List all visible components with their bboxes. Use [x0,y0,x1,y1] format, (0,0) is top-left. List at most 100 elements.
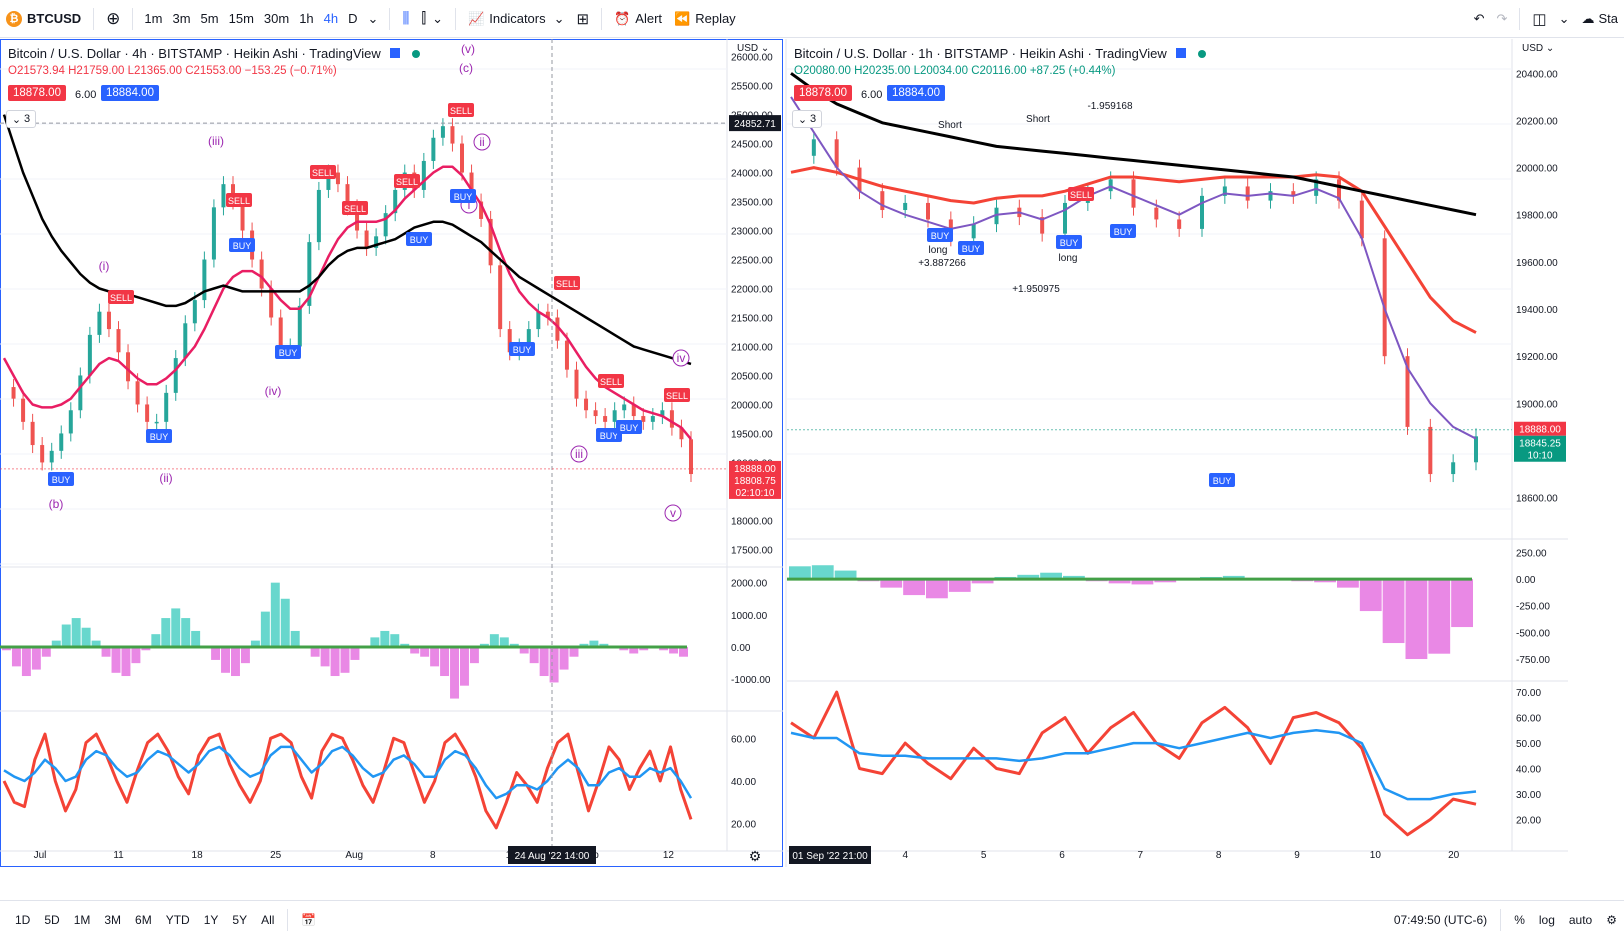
timeframe-15m[interactable]: 15m [228,11,254,26]
range-1Y[interactable]: 1Y [203,912,219,927]
templates-button[interactable]: ⊞ [571,0,596,38]
left-rsi-y-tick: 60.00 [731,734,756,745]
indicators-button[interactable]: 📈 Indicators ⌄ [462,0,570,38]
left-buy-price-button[interactable]: 18884.00 [101,85,159,101]
right-ma-black-line [790,72,1477,217]
right-annotation: Short [1026,114,1050,125]
wave-label: (iv) [265,384,282,398]
timeframe-30m[interactable]: 30m [263,11,290,26]
right-annotation: long [1059,253,1078,264]
right-hist-bar [1359,579,1382,612]
range-YTD[interactable]: YTD [165,912,190,927]
left-candle [498,265,503,330]
right-ma-purple-line [790,96,1477,440]
charts-area[interactable]: (v)(c)(iii)(i)(iv)(ii)(b)iiiiviiivBUYBUY… [0,39,1624,899]
left-market-status-icon [412,50,421,58]
right-x-tick: 4 [903,850,909,861]
left-candle [631,404,636,417]
right-hist-bar [926,579,948,599]
clock-label[interactable]: 07:49:50 (UTC-6) [1393,912,1488,927]
percent-toggle[interactable]: % [1514,912,1525,927]
layout-button[interactable]: ◫ [1526,0,1552,38]
left-hist-bar [569,647,579,657]
left-candle [536,311,541,330]
timeframe-1m[interactable]: 1m [144,11,163,26]
wave-circle [473,133,491,151]
timeframe-1h[interactable]: 1h [299,11,314,26]
right-annotation: +3.887266 [918,258,966,269]
right-hist-y-tick: 0.00 [1516,575,1536,586]
left-crosshair-date-box [508,846,596,864]
right-sell-price-button[interactable]: 18878.00 [794,85,852,101]
range-5D[interactable]: 5D [44,912,60,927]
wave-label: (v) [461,42,475,56]
cloud-save-button[interactable]: ☁ Sta [1575,0,1624,38]
buy-signal: BUY [150,432,169,442]
range-5Y[interactable]: 5Y [232,912,248,927]
log-toggle[interactable]: log [1538,912,1555,927]
left-indicators-collapse[interactable]: ⌄ 3 [6,110,36,128]
left-price-y-tick: 21000.00 [731,342,773,353]
bars-type-button[interactable]: ⫿ ⌄ [415,0,449,38]
left-x-tick: Jul [34,850,47,861]
left-hist-bar [270,582,280,648]
redo-button[interactable]: ↷ [1490,0,1513,38]
left-x-tick: 11 [113,850,124,861]
wave-label: ii [479,135,484,149]
left-candle [431,137,436,161]
left-candle [689,439,693,475]
left-candle [40,445,45,463]
right-candle [1154,207,1159,220]
right-hist-y-tick: -500.00 [1516,628,1550,639]
right-hist-bar [811,565,834,580]
settings-gear-icon[interactable]: ⚙ [1606,912,1617,927]
right-candle [1359,200,1364,239]
right-indicators-collapse[interactable]: ⌄ 3 [792,110,822,128]
left-candle [326,172,331,190]
left-candle [183,323,188,359]
left-hist-bar [280,598,290,648]
right-candle [903,202,908,211]
left-sell-price-button[interactable]: 18878.00 [8,85,66,101]
timeframe-5m[interactable]: 5m [200,11,219,26]
left-candle [364,230,369,248]
right-price-y-tick: 19200.00 [1516,352,1558,363]
left-hist-bar [350,647,360,660]
timeframe-4h[interactable]: 4h [323,11,339,26]
layout-dropdown[interactable]: ⌄ [1553,0,1576,38]
auto-toggle[interactable]: auto [1568,912,1593,927]
left-candle [335,172,340,185]
range-3M[interactable]: 3M [104,912,122,927]
left-candle [269,288,274,318]
right-buy-price-button[interactable]: 18884.00 [887,85,945,101]
left-hist-bar [529,647,539,664]
timeframe-dropdown-chevron-icon[interactable]: ⌄ [367,10,379,26]
compare-symbol-button[interactable]: ⊕ [100,0,126,38]
left-low: L21365.00 [127,65,182,77]
left-candle [374,236,379,248]
alert-button[interactable]: ⏰ Alert [608,0,668,38]
range-1D[interactable]: 1D [15,912,31,927]
range-6M[interactable]: 6M [135,912,152,927]
undo-button[interactable]: ↶ [1468,0,1491,38]
timeframe-3m[interactable]: 3m [172,11,191,26]
right-annotation: Short [938,120,962,131]
symbol-search[interactable]: ₿ BTCUSD [0,0,87,38]
replay-button[interactable]: ⏪ Replay [668,0,742,38]
buy-signal: BUY [931,231,950,241]
buy-signal: BUY [279,348,298,358]
left-hist-bar [51,640,61,648]
left-candle [393,189,398,214]
left-chart-title[interactable]: Bitcoin / U.S. Dollar · 4h · BITSTAMP · … [8,46,421,61]
left-candle [135,381,140,405]
timeframe-D[interactable]: D [348,11,358,26]
right-candle [811,139,816,156]
right-price-y-tick: 19400.00 [1516,305,1558,316]
sell-signal: SELL [312,168,334,178]
range-1M[interactable]: 1M [73,912,91,927]
chart-type-button[interactable]: ⫼ [396,0,415,38]
goto-date-calendar-icon[interactable]: 📅 [301,912,317,927]
left-hist-y-tick: -1000.00 [731,675,771,686]
right-chart-title[interactable]: Bitcoin / U.S. Dollar · 1h · BITSTAMP · … [794,46,1207,61]
range-All[interactable]: All [261,912,275,927]
